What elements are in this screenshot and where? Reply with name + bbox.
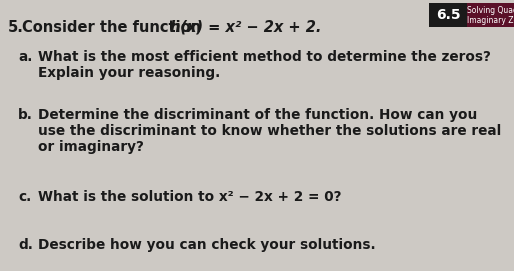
FancyBboxPatch shape [467,3,514,27]
Text: use the discriminant to know whether the solutions are real: use the discriminant to know whether the… [38,124,501,138]
Text: or imaginary?: or imaginary? [38,140,144,154]
Text: What is the most efficient method to determine the zeros?: What is the most efficient method to det… [38,50,491,64]
Text: Describe how you can check your solutions.: Describe how you can check your solution… [38,238,376,252]
Text: Explain your reasoning.: Explain your reasoning. [38,66,221,80]
Text: c.: c. [18,190,31,204]
Text: 5.: 5. [8,20,24,35]
Text: d.: d. [18,238,33,252]
Text: Determine the discriminant of the function. How can you: Determine the discriminant of the functi… [38,108,478,122]
Text: What is the solution to x² − 2x + 2 = 0?: What is the solution to x² − 2x + 2 = 0? [38,190,341,204]
Text: b.: b. [18,108,33,122]
Text: a.: a. [18,50,32,64]
Text: Imaginary Zer: Imaginary Zer [467,16,514,25]
Text: Consider the function: Consider the function [22,20,206,35]
FancyBboxPatch shape [429,3,467,27]
Text: 6.5: 6.5 [436,8,461,22]
Text: Solving Quadr: Solving Quadr [467,6,514,15]
Text: h(x) = x² − 2x + 2.: h(x) = x² − 2x + 2. [170,20,321,35]
